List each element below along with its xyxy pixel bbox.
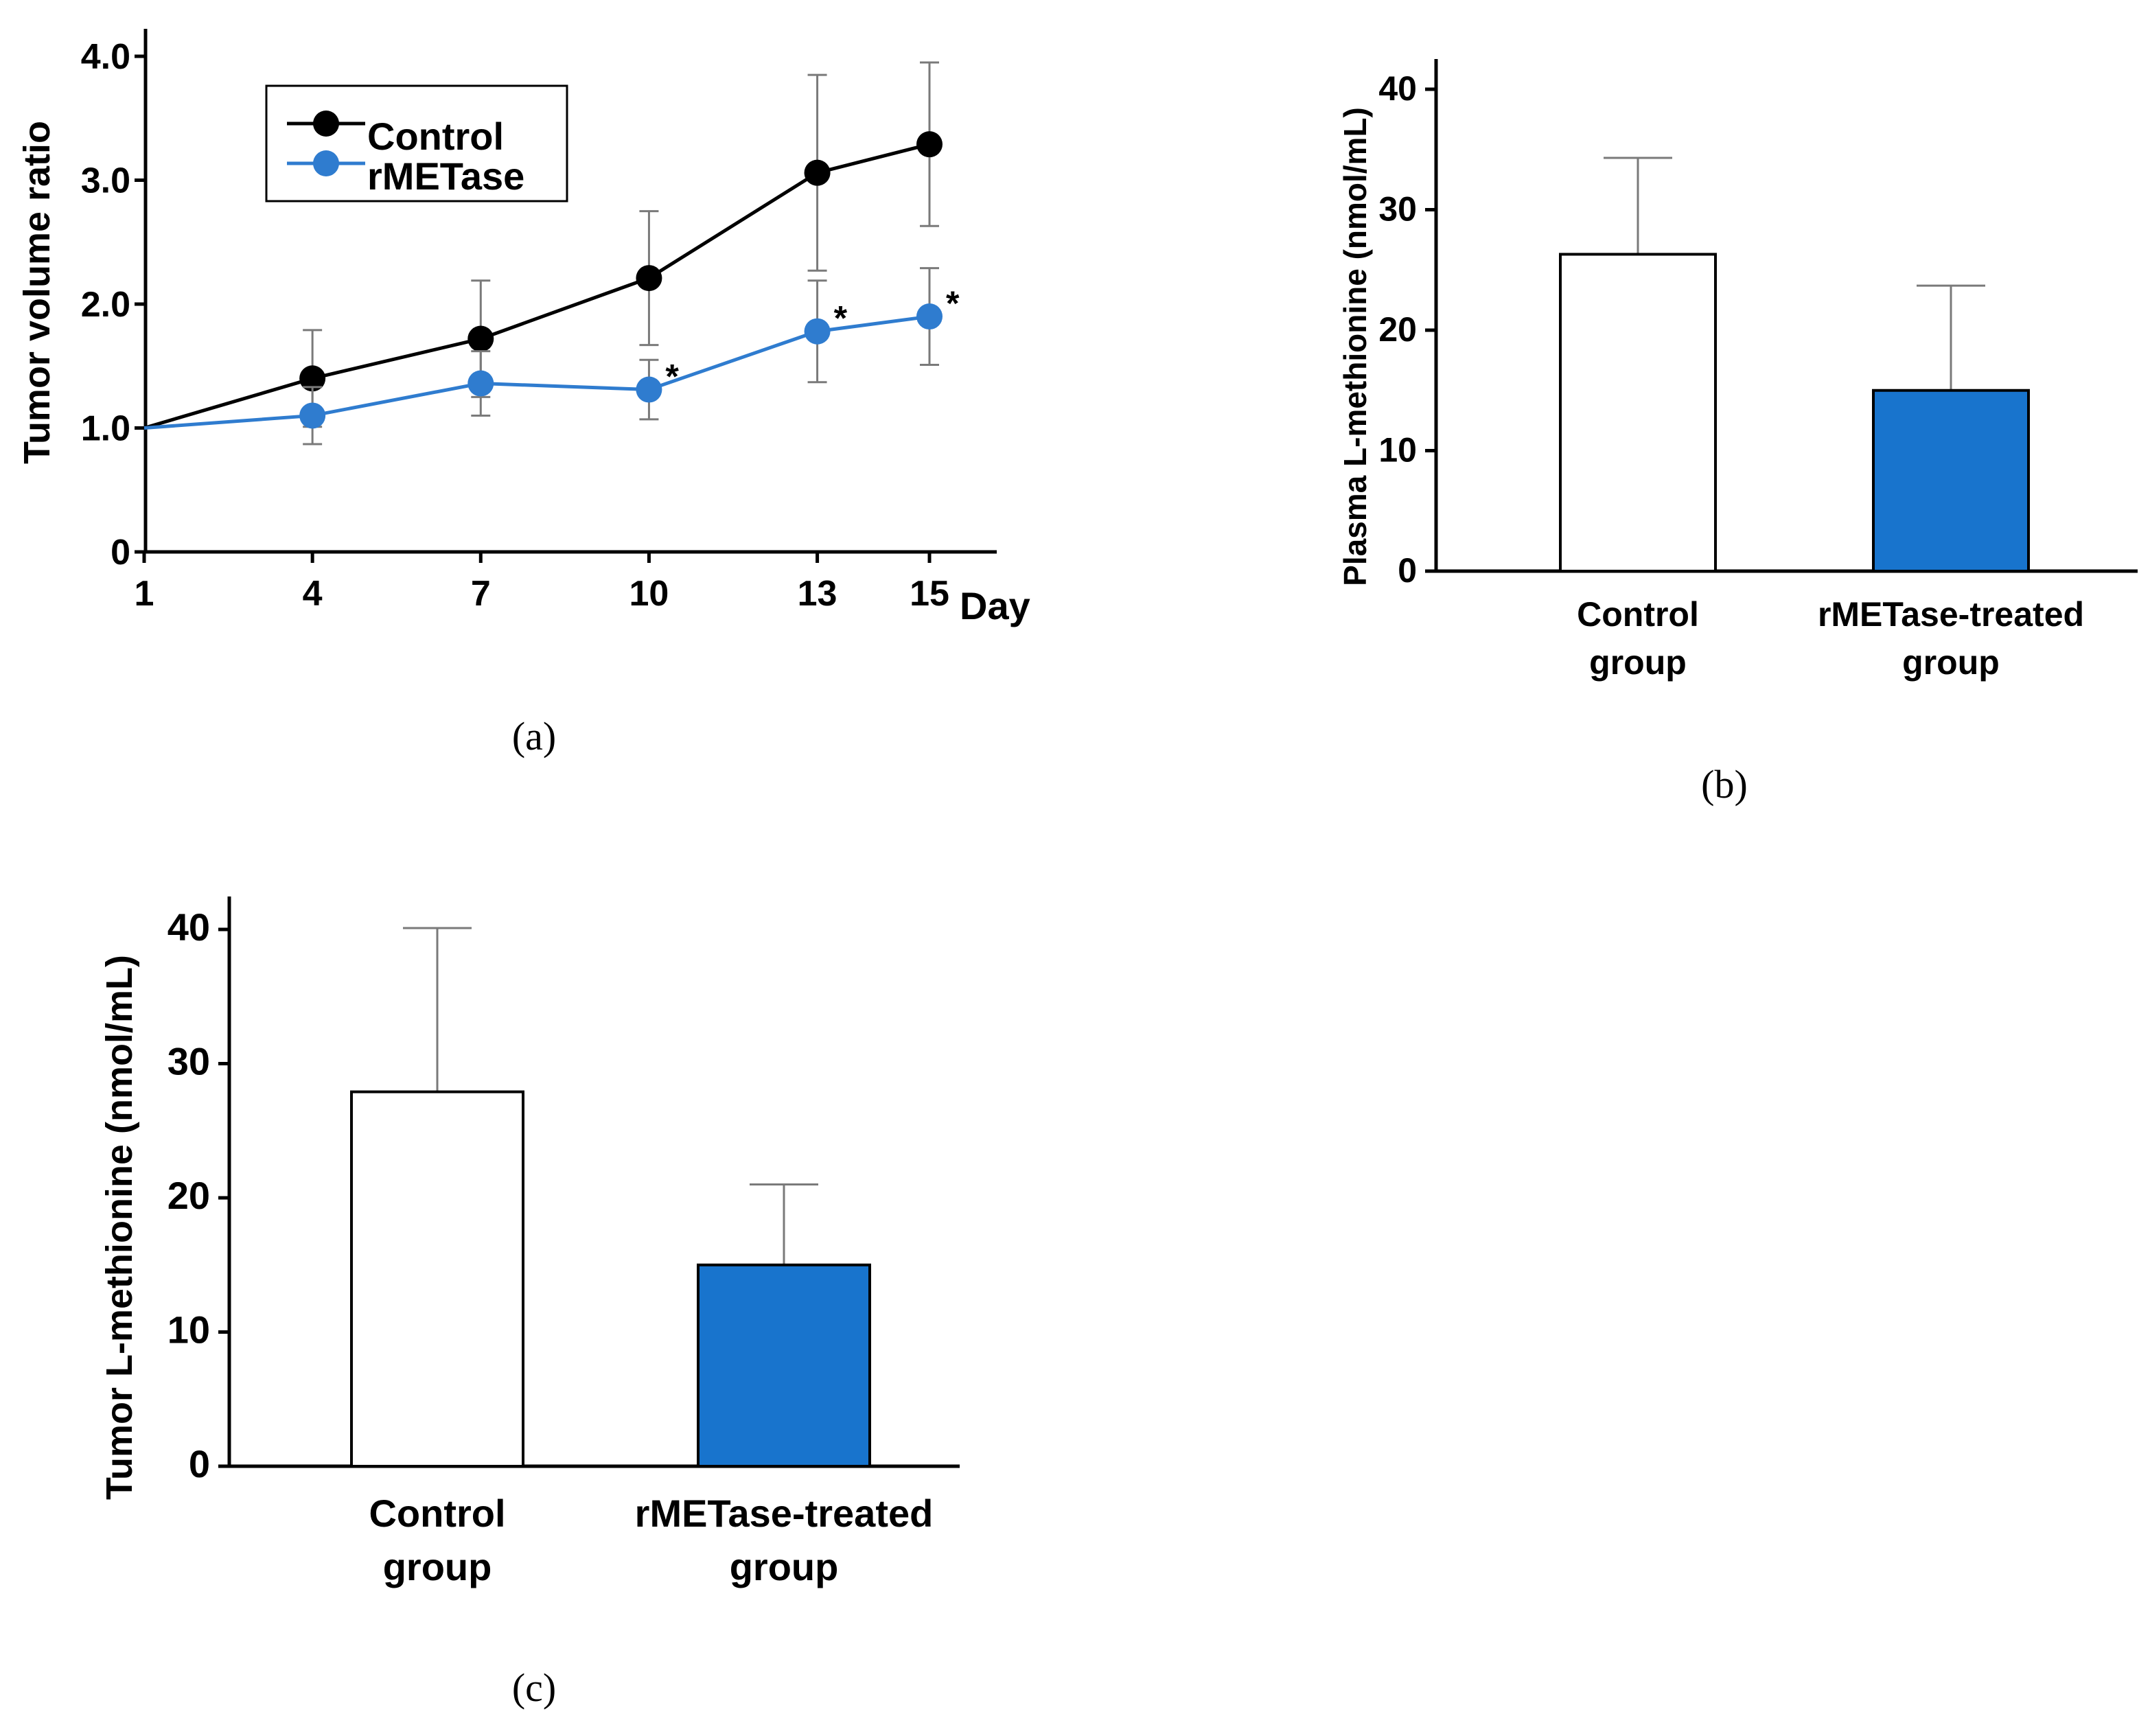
chart-panel-b: Plasma L-methionine (nmol/mL) 0 10 20 30 40 C… [1337,59,2138,807]
y-tick-label: 40 [1378,69,1417,108]
panel-a-ylabel: Tumor volume ratio [16,121,58,464]
data-point-rmetase [636,376,662,403]
x-tick-label: 7 [471,574,491,614]
legend-control-label: Control [367,115,504,158]
series-line-control [143,142,930,430]
panel-b-label: (b) [1701,762,1748,807]
bar-treated-group [1872,389,2030,572]
data-point-control [636,265,662,292]
significance-mark: * [665,358,679,396]
panel-a-label: (a) [512,714,556,759]
data-point-control [916,131,943,158]
panel-c-label: (c) [512,1665,556,1710]
chart-panel-c: Tumor L-methionine (nmol/mL) 0 10 20 30 40 Co… [99,896,960,1710]
y-tick-label: 1.0 [81,409,130,449]
panel-a-axes: 0 1.0 2.0 3.0 4.0 1 4 7 10 13 15 [81,29,997,614]
bar-control-group [350,1090,524,1468]
y-tick-label: 10 [167,1308,210,1352]
y-tick-label: 0 [111,533,130,572]
data-point-control [299,365,326,392]
legend-control-marker [313,111,339,137]
panel-a-xlabel: Day [960,584,1030,627]
panel-a-legend: Control rMETase [265,84,568,202]
significance-mark: * [834,299,848,338]
category-label: group [730,1545,839,1588]
panel-b-axes: 0 10 20 30 40 Control group rMETase-treated grou… [1378,59,2138,682]
x-tick-label: 4 [303,574,323,614]
data-point-rmetase [299,402,326,429]
y-tick-label: 30 [167,1040,210,1083]
category-label: rMETase-treated [1818,595,2084,634]
y-tick-label: 0 [1398,551,1417,590]
panel-a-marks: * * * [143,61,960,445]
legend-treated-label: rMETase [367,154,524,198]
y-tick-label: 4.0 [81,37,130,77]
y-tick-label: 20 [167,1174,210,1217]
legend-box [265,84,568,202]
x-tick-label: 10 [629,574,669,614]
x-tick-label: 15 [910,574,949,614]
y-tick-label: 10 [1378,431,1417,470]
x-tick-label: 13 [798,574,837,614]
bar-control-group [1559,253,1717,572]
panel-c-ylabel: Tumor L-methionine (nmol/mL) [99,955,140,1500]
panel-b-marks [1559,157,2030,572]
panel-c-axes: 0 10 20 30 40 Control group rMETase-treated grou… [167,896,960,1588]
category-label: group [1902,643,2000,682]
data-point-control [804,159,831,186]
significance-mark: * [946,284,960,323]
series-line-rmetase [143,314,930,430]
bar-treated-group [697,1263,871,1468]
category-label: Control [1577,595,1699,634]
data-point-control [467,325,494,352]
y-tick-label: 40 [167,905,210,949]
panel-c-marks [350,927,871,1468]
y-tick-label: 30 [1378,190,1417,229]
category-label: rMETase-treated [635,1492,934,1535]
chart-panel-a: Tumor volume ratio Day 0 1.0 2.0 3.0 4.0 1 4 7 1… [16,29,1030,759]
x-tick-label: 1 [135,574,154,614]
data-point-rmetase [916,303,943,330]
panel-b-ylabel: Plasma L-methionine (nmol/mL) [1337,107,1373,586]
data-point-rmetase [467,370,494,397]
legend-treated-marker [313,150,339,176]
y-tick-label: 3.0 [81,161,130,201]
data-point-rmetase [804,318,831,345]
category-label: group [1589,643,1687,682]
category-label: group [383,1545,492,1588]
y-tick-label: 2.0 [81,285,130,325]
category-label: Control [369,1492,505,1535]
y-tick-label: 20 [1378,310,1417,349]
y-tick-label: 0 [189,1442,210,1485]
